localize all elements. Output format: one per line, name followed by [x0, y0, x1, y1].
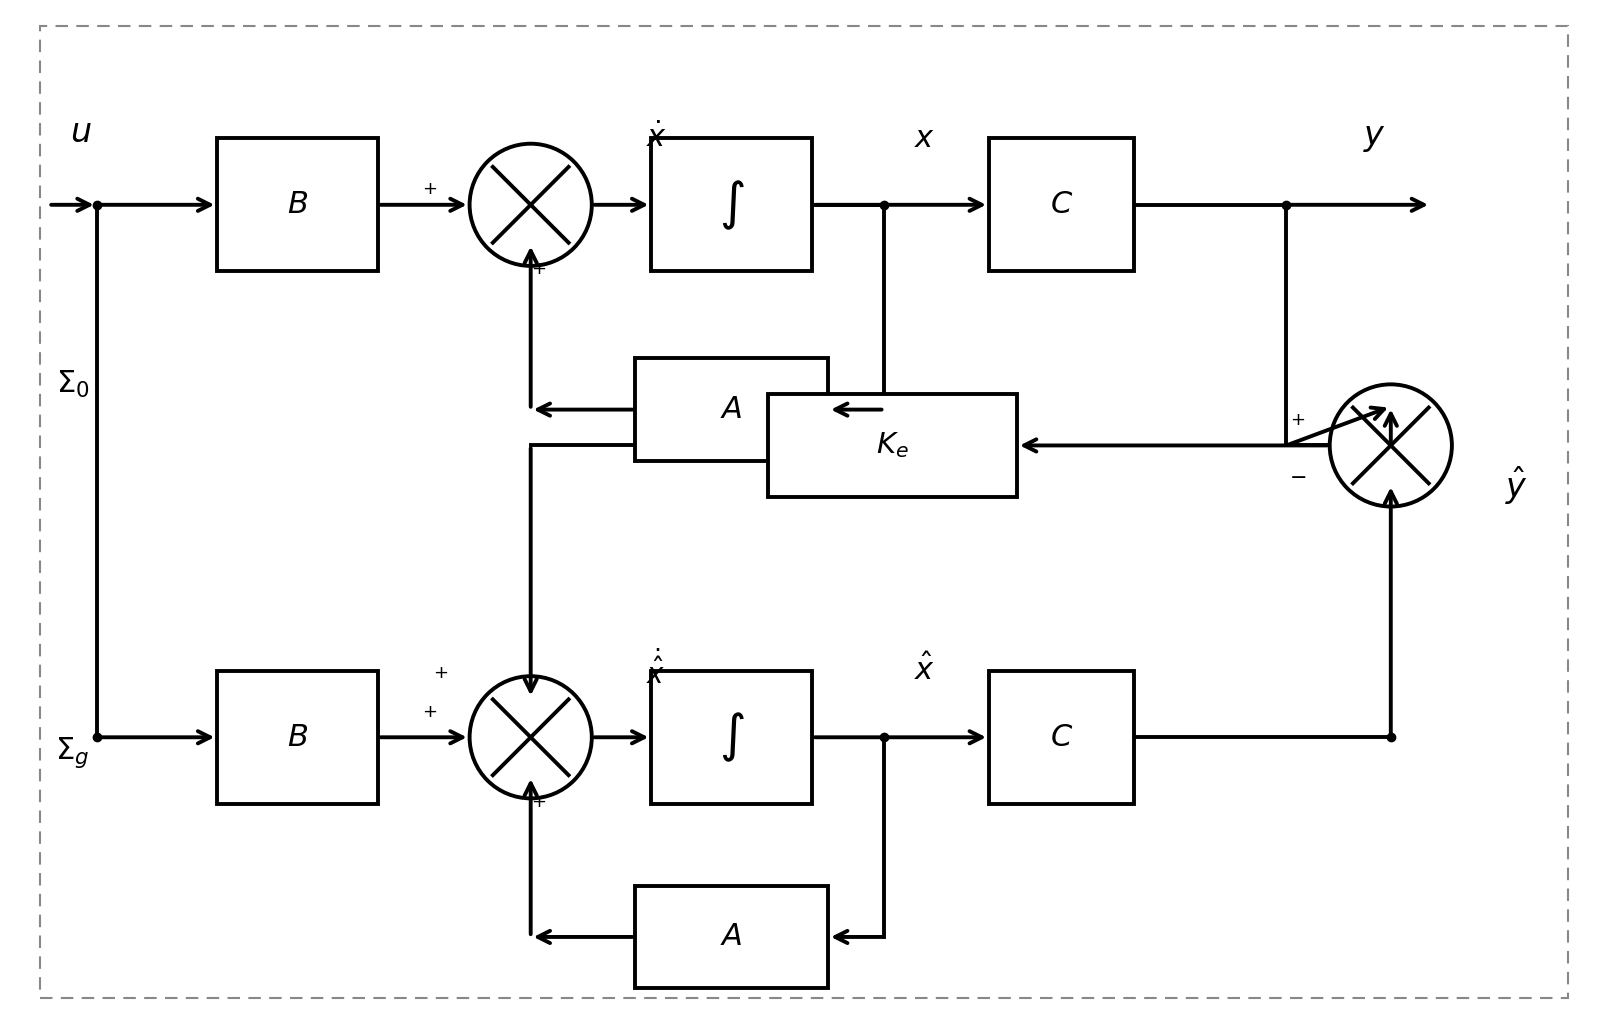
Bar [768, 394, 1016, 497]
Text: $+$: $+$ [432, 664, 448, 682]
Bar [988, 138, 1133, 271]
Text: $+$: $+$ [530, 793, 546, 811]
Bar [988, 671, 1133, 804]
Bar [651, 138, 812, 271]
Text: $+$: $+$ [1289, 411, 1305, 429]
Text: $-$: $-$ [1289, 467, 1305, 485]
Circle shape [469, 143, 591, 266]
Bar [635, 358, 828, 461]
Bar [635, 886, 828, 988]
Bar [217, 138, 378, 271]
Text: $\mathbf{\it{B}}$: $\mathbf{\it{B}}$ [288, 722, 309, 753]
Text: $\boldsymbol{\dot{\hat{x}}}$: $\boldsymbol{\dot{\hat{x}}}$ [646, 651, 665, 690]
Text: $+$: $+$ [421, 180, 437, 199]
Text: $\boldsymbol{\hat{y}}$: $\boldsymbol{\hat{y}}$ [1504, 465, 1527, 508]
Bar [651, 671, 812, 804]
Circle shape [1329, 384, 1451, 507]
Text: $+$: $+$ [421, 702, 437, 721]
Text: $\mathbf{\it{A}}$: $\mathbf{\it{A}}$ [720, 394, 742, 425]
Text: $+$: $+$ [530, 260, 546, 279]
Text: $\mathbf{\it{B}}$: $\mathbf{\it{B}}$ [288, 189, 309, 220]
Text: $\mathbf{\it{A}}$: $\mathbf{\it{A}}$ [720, 922, 742, 952]
Circle shape [469, 676, 591, 799]
Text: $\boldsymbol{K_e}$: $\boldsymbol{K_e}$ [876, 430, 908, 461]
Text: $\int$: $\int$ [718, 711, 744, 764]
Text: $\boldsymbol{\hat{x}}$: $\boldsymbol{\hat{x}}$ [913, 654, 935, 687]
Bar [217, 671, 378, 804]
Text: $\boldsymbol{\mathit{x}}$: $\boldsymbol{\mathit{x}}$ [913, 123, 935, 154]
Text: $\int$: $\int$ [718, 178, 744, 231]
Text: $\Sigma_0$: $\Sigma_0$ [56, 369, 90, 399]
Text: $\mathbf{\it{C}}$: $\mathbf{\it{C}}$ [1049, 722, 1072, 753]
Text: $\Sigma_g$: $\Sigma_g$ [55, 735, 90, 770]
Text: $\boldsymbol{\dot{x}}$: $\boldsymbol{\dot{x}}$ [644, 123, 667, 154]
Text: $\boldsymbol{\mathit{u}}$: $\boldsymbol{\mathit{u}}$ [69, 117, 92, 150]
Text: $\mathbf{\it{C}}$: $\mathbf{\it{C}}$ [1049, 189, 1072, 220]
Text: $\boldsymbol{\mathit{y}}$: $\boldsymbol{\mathit{y}}$ [1363, 122, 1385, 155]
